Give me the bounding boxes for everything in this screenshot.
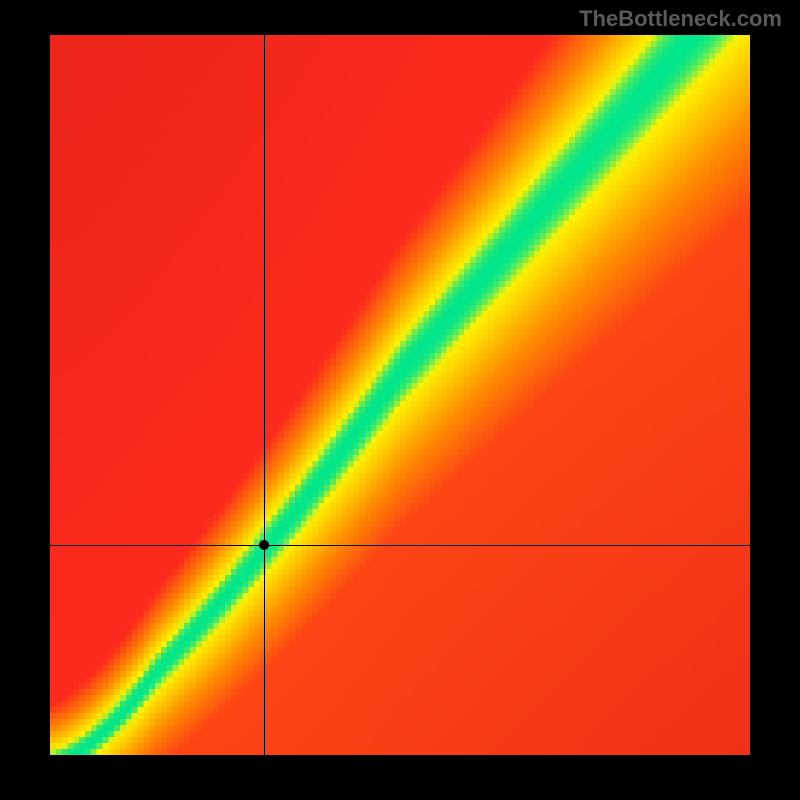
crosshair-horizontal — [50, 545, 750, 546]
watermark-text: TheBottleneck.com — [579, 6, 782, 32]
crosshair-vertical — [264, 35, 265, 755]
heatmap-canvas — [50, 35, 750, 755]
crosshair-marker — [259, 540, 269, 550]
heatmap-plot — [50, 35, 750, 755]
